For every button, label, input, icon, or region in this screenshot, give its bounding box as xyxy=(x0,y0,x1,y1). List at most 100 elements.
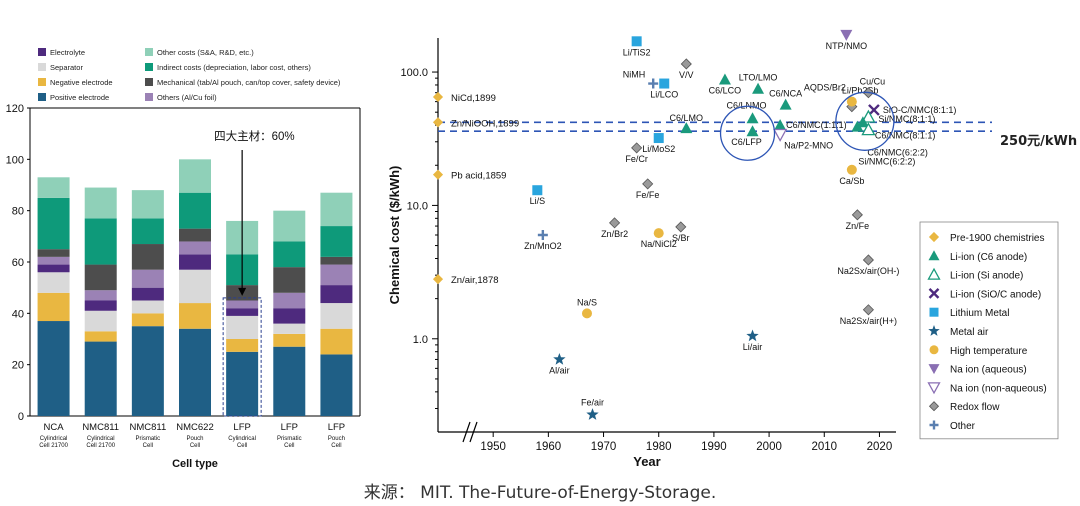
data-point-marker xyxy=(659,78,670,89)
data-point-marker xyxy=(553,352,566,365)
data-point-marker xyxy=(532,185,543,196)
y-axis-title: Chemical cost ($/kWh) xyxy=(387,166,402,305)
data-point-marker xyxy=(581,308,592,319)
data-point-marker xyxy=(868,104,880,116)
highlight-circle xyxy=(719,105,776,161)
legend-label: Negative electrode xyxy=(50,78,113,87)
bar-segment xyxy=(320,285,353,304)
legend-swatch xyxy=(145,78,153,86)
bar-segment xyxy=(273,292,306,309)
data-point-marker xyxy=(631,36,642,47)
x-tick-sublabel: Cylindrical xyxy=(87,436,115,442)
bar-segment xyxy=(320,256,353,265)
bar-segment xyxy=(320,303,353,329)
x-tick-label: 1950 xyxy=(480,441,506,453)
data-point-label: Zn/Br2 xyxy=(601,229,628,239)
data-point-label: Si/NMC(8:1:1) xyxy=(878,114,935,124)
x-tick-label: 1980 xyxy=(646,441,672,453)
data-point-marker xyxy=(642,178,654,190)
data-point-marker xyxy=(779,98,792,110)
legend-label: Electrolyte xyxy=(50,48,85,57)
data-point-marker xyxy=(928,325,940,336)
material-share-annotation: 四大主材：60% xyxy=(214,129,295,143)
data-point-marker xyxy=(861,109,876,123)
data-point-label: C6/LFP xyxy=(731,137,762,147)
x-tick-label: 1970 xyxy=(591,441,617,453)
data-point-label: Zn/MnO2 xyxy=(524,241,562,251)
data-point-label: C6/NMC(6:2:2) xyxy=(867,148,928,158)
legend-label: Li-ion (SiO/C anode) xyxy=(950,289,1041,300)
data-point-label: NiMH xyxy=(623,70,646,80)
x-tick-label: 2000 xyxy=(756,441,782,453)
data-point-label: C6/LNMO xyxy=(727,100,767,110)
bar-segment xyxy=(179,254,211,270)
bar-segment xyxy=(273,323,306,334)
x-tick-label: NMC811 xyxy=(82,422,119,433)
x-tick-label: LFP xyxy=(281,422,298,433)
bar-segment xyxy=(84,264,117,291)
data-point-marker xyxy=(746,112,759,124)
legend-label: Li-ion (C6 anode) xyxy=(950,252,1027,263)
x-tick-label: LFP xyxy=(233,422,250,433)
legend-label: High temperature xyxy=(950,346,1028,357)
legend-swatch xyxy=(145,63,153,71)
data-point-marker xyxy=(537,230,548,240)
x-tick-sublabel: Cell xyxy=(331,443,341,449)
bar-segment xyxy=(37,177,70,198)
data-point-marker xyxy=(929,307,939,317)
x-tick-sublabel: Cell 21700 xyxy=(86,443,115,449)
legend-label: Other xyxy=(950,421,976,432)
legend-label: Others (Al/Cu foil) xyxy=(157,93,217,102)
bar-segment xyxy=(84,300,117,311)
x-axis-title: Cell type xyxy=(172,458,218,470)
chemical-cost-scatter-chart: 100.0 10.0 1.0 1950 1960 1970 1980 1990 2000 2010… xyxy=(387,29,1059,469)
data-point-label: NTP/NMO xyxy=(826,41,868,51)
legend-label: Na ion (aqueous) xyxy=(950,365,1027,376)
data-point-marker xyxy=(928,250,940,261)
data-point-marker xyxy=(928,364,940,375)
data-point-marker xyxy=(718,73,731,85)
data-point-label: S/Br xyxy=(672,233,690,243)
data-point-marker xyxy=(929,420,939,430)
axis-break-mark xyxy=(469,421,478,443)
data-point-marker xyxy=(773,128,788,142)
x-tick-label: 1990 xyxy=(701,441,727,453)
x-tick-label: 2020 xyxy=(867,441,893,453)
data-point-marker xyxy=(851,209,863,221)
bar-segment xyxy=(179,228,211,242)
data-point-label: Zn/air,1878 xyxy=(451,275,499,286)
data-point-marker xyxy=(752,82,765,94)
x-axis-title: Year xyxy=(633,454,660,469)
bar-segment xyxy=(179,303,211,329)
legend-label: Lithium Metal xyxy=(950,308,1009,319)
data-point-marker xyxy=(774,119,787,131)
x-tick-sublabel: Pouch xyxy=(328,436,345,442)
data-point-label: Na/S xyxy=(577,297,597,307)
legend-label: Indirect costs (depreciation, labor cost… xyxy=(157,63,311,72)
data-point-label: Zn/Fe xyxy=(846,221,870,231)
x-tick-sublabel: Cylindrical xyxy=(40,436,68,442)
bar-segment xyxy=(226,300,259,309)
data-point-label: Ca/Sb xyxy=(839,176,864,186)
bar-segment xyxy=(131,269,164,288)
bar-segment xyxy=(273,346,306,416)
data-point-marker xyxy=(680,122,693,134)
bar-segment xyxy=(37,249,70,257)
legend-swatch xyxy=(38,93,46,101)
bar-segment xyxy=(37,272,70,293)
data-point-marker xyxy=(862,254,874,266)
bar-segment xyxy=(179,159,211,193)
bar-segment xyxy=(37,264,70,273)
bar-segment xyxy=(84,310,117,332)
bar-segment xyxy=(84,341,117,416)
data-point-marker xyxy=(653,133,664,144)
data-point-marker xyxy=(927,382,941,395)
data-point-marker xyxy=(432,274,444,285)
bar-segment xyxy=(273,267,306,293)
legend-label: Li-ion (Si anode) xyxy=(950,271,1023,282)
data-point-label: Li/air xyxy=(743,342,763,352)
data-point-marker xyxy=(675,221,687,233)
data-point-marker xyxy=(927,267,941,280)
data-point-label: AQDS/Br2 xyxy=(804,83,846,93)
x-tick-label: NCA xyxy=(44,422,65,433)
